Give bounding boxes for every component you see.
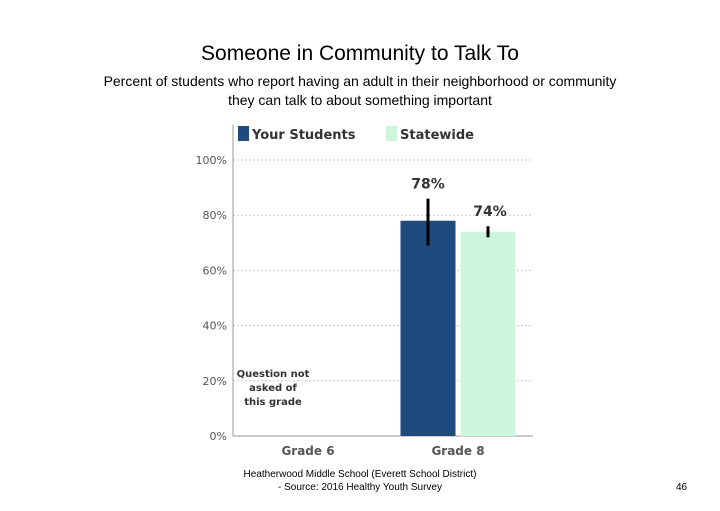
data-label: 74% (473, 204, 507, 220)
legend-swatch (238, 126, 249, 141)
x-tick-label: Grade 8 (431, 444, 484, 458)
chart-subtitle: Percent of students who report having an… (60, 72, 660, 110)
annotation-text: Question not (237, 369, 310, 380)
legend-label: Your Students (251, 128, 356, 143)
data-label: 78% (411, 177, 445, 193)
footer-line-1: Heatherwood Middle School (Everett Schoo… (243, 469, 477, 480)
chart-title: Someone in Community to Talk To (201, 42, 519, 65)
source-footer: Heatherwood Middle School (Everett Schoo… (200, 468, 520, 494)
y-tick-label: 40% (203, 320, 227, 333)
annotation-text: this grade (244, 397, 302, 408)
x-tick-label: Grade 6 (281, 444, 334, 458)
bar (460, 231, 516, 436)
subtitle-line-1: Percent of students who report having an… (103, 73, 617, 89)
legend-swatch (386, 126, 397, 141)
y-tick-label: 0% (210, 430, 227, 443)
annotation-text: asked of (249, 383, 297, 394)
y-tick-label: 60% (203, 264, 227, 277)
y-tick-label: 100% (196, 154, 227, 167)
legend-label: Statewide (400, 128, 474, 143)
y-tick-label: 80% (203, 209, 227, 222)
footer-line-2: - Source: 2016 Healthy Youth Survey (278, 482, 442, 493)
y-tick-label: 20% (203, 375, 227, 388)
bar (400, 220, 456, 436)
subtitle-line-2: they can talk to about something importa… (228, 92, 492, 108)
page-number: 46 (676, 482, 688, 493)
